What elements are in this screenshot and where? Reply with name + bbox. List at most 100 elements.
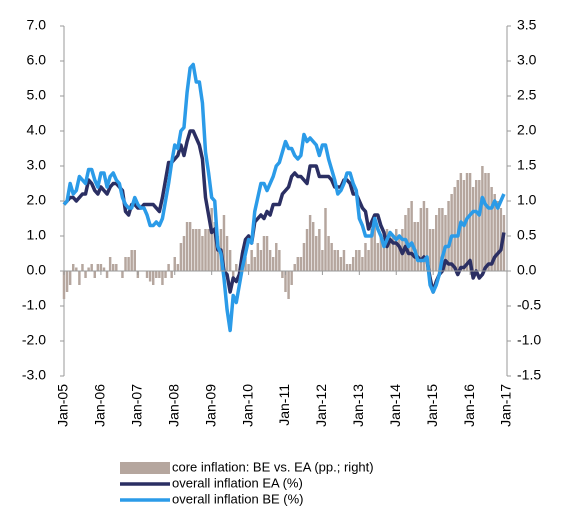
bar <box>431 229 435 271</box>
bar <box>438 208 441 271</box>
bar <box>111 264 115 271</box>
bar <box>96 264 100 271</box>
x-tick-label: Jan-09 <box>202 384 218 427</box>
bar <box>447 201 450 271</box>
bar <box>145 271 149 278</box>
bar <box>185 222 189 271</box>
bar <box>339 257 343 271</box>
bar <box>315 236 318 271</box>
bar <box>351 257 355 271</box>
bar <box>93 271 96 278</box>
x-tick-label: Jan-16 <box>461 384 477 427</box>
bar <box>124 257 127 271</box>
y2-tick-label: -1.5 <box>517 367 541 383</box>
y2-tick-label: 1.5 <box>517 157 537 173</box>
bar <box>367 250 370 271</box>
bar <box>428 229 432 271</box>
bar <box>167 264 170 271</box>
bar <box>158 271 161 278</box>
bar <box>253 257 256 271</box>
bar <box>324 208 327 271</box>
bar <box>499 208 503 271</box>
bar <box>250 250 253 271</box>
bar <box>376 243 380 271</box>
bar <box>204 229 207 271</box>
bar <box>207 229 210 271</box>
bar <box>490 187 493 271</box>
x-tick-label: Jan-12 <box>313 384 329 427</box>
bar <box>275 243 278 271</box>
bar <box>471 187 475 271</box>
y-tick-label: -3.0 <box>22 367 46 383</box>
bar <box>299 257 303 271</box>
bar <box>259 250 263 271</box>
bar <box>278 250 281 271</box>
legend-swatch <box>120 462 170 474</box>
bar <box>296 257 300 271</box>
bar <box>176 264 180 271</box>
bar <box>191 229 195 271</box>
y-tick-label: 3.0 <box>27 157 47 173</box>
bar <box>151 271 155 285</box>
legend-label: overall inflation BE (%) <box>172 491 304 506</box>
bar <box>90 264 93 271</box>
bar <box>382 243 386 271</box>
bar <box>75 267 78 271</box>
y-tick-label: 2.0 <box>27 192 47 208</box>
bar <box>127 257 130 271</box>
bar <box>179 243 183 271</box>
bar <box>456 180 460 271</box>
bar <box>195 229 198 271</box>
line <box>62 62 506 333</box>
bar <box>105 271 109 278</box>
bar <box>281 271 284 278</box>
bar <box>318 229 321 271</box>
bar <box>333 250 336 271</box>
bar <box>370 229 373 271</box>
bar <box>453 187 456 271</box>
y-tick-label: 0.0 <box>27 262 47 278</box>
y-tick-label: -1.0 <box>22 297 46 313</box>
x-tick-label: Jan-07 <box>129 384 145 427</box>
bar <box>216 236 220 271</box>
x-tick-label: Jan-10 <box>239 384 255 427</box>
bar <box>188 222 192 271</box>
bar <box>330 243 333 271</box>
y2-tick-label: 2.5 <box>517 87 537 103</box>
bar <box>148 271 152 282</box>
bar <box>121 271 124 278</box>
bar <box>487 173 490 271</box>
bar <box>293 264 296 271</box>
bar <box>327 236 330 271</box>
bar <box>388 236 392 271</box>
x-tick-label: Jan-05 <box>55 384 71 427</box>
line <box>62 129 506 294</box>
bar <box>290 271 293 285</box>
bar <box>336 250 340 271</box>
bar <box>155 271 158 278</box>
y-tick-label: 4.0 <box>27 122 47 138</box>
bar <box>99 264 103 271</box>
bar <box>355 250 358 271</box>
bar <box>170 271 173 278</box>
bar <box>481 166 484 271</box>
bar <box>496 201 500 271</box>
bar <box>321 250 324 271</box>
bar <box>235 264 238 271</box>
bar <box>373 215 376 271</box>
bar <box>287 271 290 299</box>
bar <box>305 229 309 271</box>
y-tick-label: 6.0 <box>27 52 47 68</box>
bar <box>173 257 176 271</box>
bar <box>231 271 235 278</box>
bar <box>198 229 201 271</box>
x-tick-label: Jan-15 <box>424 384 440 427</box>
x-tick-label: Jan-08 <box>165 384 181 427</box>
bar <box>435 215 438 271</box>
bar <box>444 215 447 271</box>
y-tick-label: 5.0 <box>27 87 47 103</box>
bar <box>225 236 229 271</box>
bar <box>410 201 413 271</box>
bar <box>262 236 266 271</box>
